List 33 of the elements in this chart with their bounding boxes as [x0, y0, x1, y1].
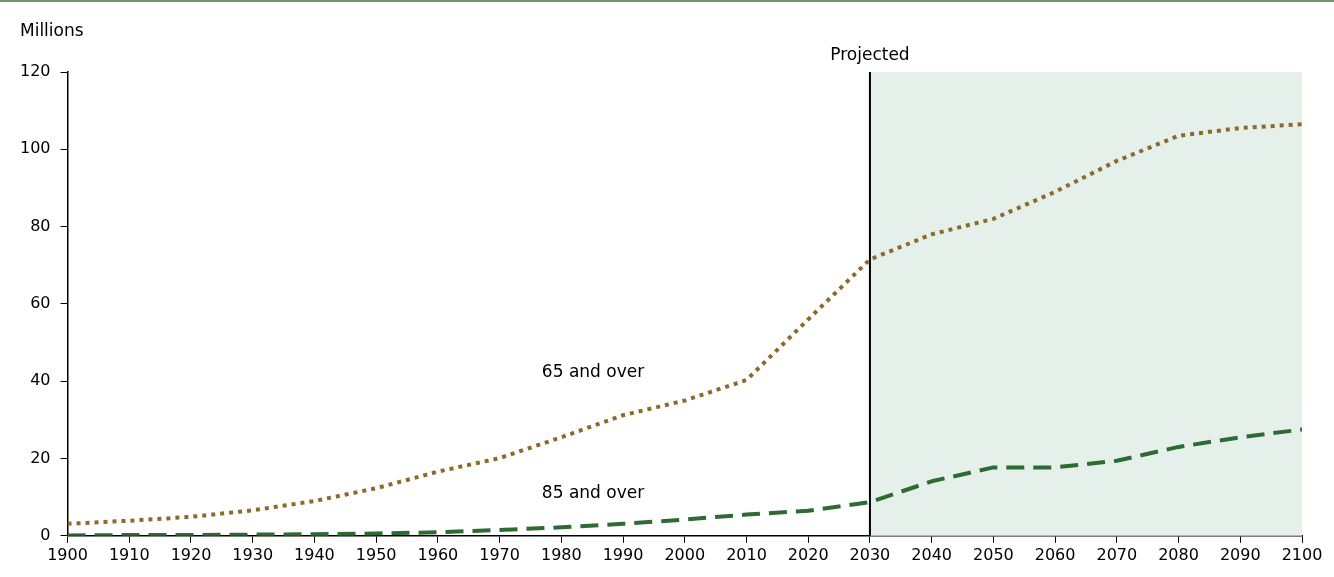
y-tick-label: 20	[30, 447, 51, 467]
x-tick-label: 2090	[1219, 544, 1261, 564]
x-tick-label: 1900	[47, 544, 88, 564]
x-tick-label: 2040	[911, 544, 953, 564]
y-axis-title: Millions	[20, 19, 84, 40]
x-tick-label: 1910	[108, 544, 150, 564]
x-tick-label: 2060	[1034, 544, 1076, 564]
x-tick-label: 2000	[664, 544, 706, 564]
x-tick-label: 1930	[232, 544, 274, 564]
x-tick-label: 1980	[540, 544, 582, 564]
y-tick-label: 100	[19, 138, 51, 158]
x-tick-label: 2030	[849, 544, 891, 564]
x-tick-label: 2070	[1096, 544, 1138, 564]
x-tick-label: 1970	[479, 544, 520, 564]
y-tick-label: 80	[30, 215, 51, 235]
y-tick-label: 120	[19, 61, 51, 81]
x-tick-label: 2100	[1281, 544, 1323, 564]
x-tick-label: 1960	[417, 544, 459, 564]
ref-line-label: Projected	[830, 43, 910, 64]
x-tick-label: 1920	[170, 544, 212, 564]
x-tick-label: 2010	[726, 544, 767, 564]
x-tick-label: 1940	[294, 544, 335, 564]
x-tick-label: 2020	[787, 544, 829, 564]
y-tick-label: 40	[30, 370, 51, 390]
x-tick-label: 1950	[355, 544, 397, 564]
series-label: 65 and over	[541, 361, 645, 382]
y-tick-label: 60	[30, 293, 51, 313]
line-series	[67, 122, 1302, 526]
x-tick-label: 2050	[973, 544, 1014, 564]
x-tick-label: 2080	[1158, 544, 1199, 564]
x-tick-label: 1990	[602, 544, 644, 564]
y-tick-label: 0	[40, 524, 51, 544]
series-label: 85 and over	[541, 481, 645, 502]
